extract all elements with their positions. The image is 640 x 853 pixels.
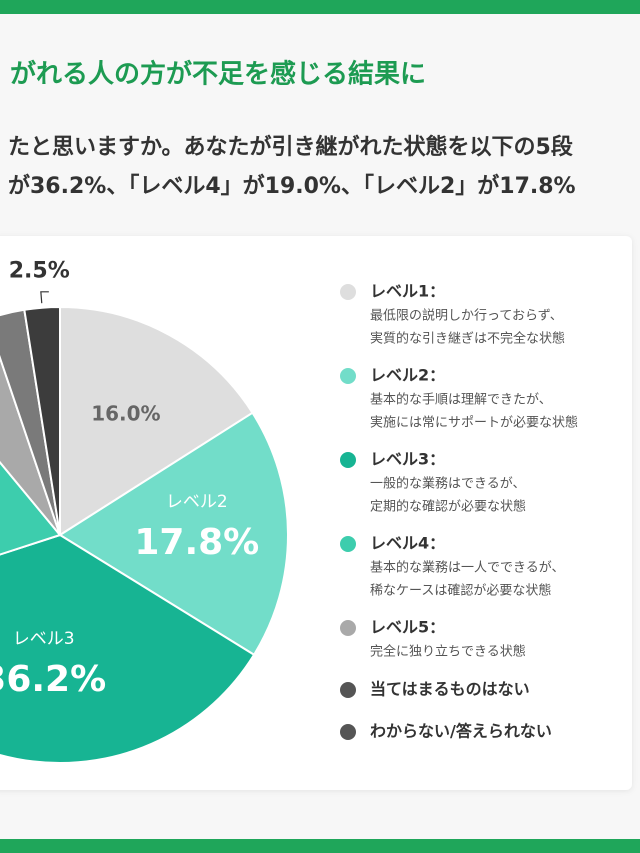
value-label: 16.0% — [91, 402, 160, 426]
legend-description: 一般的な業務はできるが、 — [370, 476, 525, 492]
subtitle: たと思いますか。あなたが引き継がれた状態を以下の5段 — [8, 134, 573, 160]
pie-slice — [58, 411, 289, 657]
legend-description: 基本的な手順は理解できたが、 — [370, 392, 552, 408]
value-label: 36.2% — [0, 659, 106, 700]
legend-description: 基本的な業務は一人でできるが、 — [370, 560, 564, 576]
legend: レベル1： 最低限の説明しか行っておらず、実質的な引き継ぎは不完全な状態レベル2：… — [340, 282, 578, 741]
legend-swatch — [340, 724, 356, 740]
pie-slice — [23, 305, 61, 536]
legend-label: レベル2： — [370, 366, 445, 385]
legend-description: 定期的な確認が必要な状態 — [370, 499, 526, 515]
value-label: 2.5% — [9, 258, 70, 283]
leader-line — [40, 291, 49, 304]
pie: 16.0% レベル2 17.8% レベル3 36.2% 2.5% — [0, 258, 289, 764]
legend-description: 実質的な引き継ぎは不完全な状態 — [370, 331, 565, 347]
pie-slice — [0, 460, 62, 556]
bottom-bar — [0, 839, 640, 853]
legend-label: レベル3： — [370, 450, 445, 469]
legend-description: 稀なケースは確認が必要な状態 — [370, 583, 551, 599]
legend-swatch — [340, 284, 356, 300]
legend-swatch — [340, 536, 356, 552]
legend-description: 最低限の説明しか行っておらず、 — [370, 308, 563, 324]
legend-label: レベル4： — [370, 534, 445, 553]
legend-swatch — [340, 620, 356, 636]
legend-swatch — [340, 682, 356, 698]
legend-label: 当てはまるものはない — [370, 680, 530, 699]
title: がれる人の方が不足を感じる結果に — [10, 59, 426, 90]
slice-name: レベル3 — [13, 629, 75, 649]
legend-label: わからない/答えられない — [370, 722, 552, 741]
top-bar — [0, 0, 640, 14]
legend-label: レベル1： — [370, 282, 445, 301]
legend-swatch — [340, 368, 356, 384]
slice-name: レベル2 — [166, 492, 228, 512]
legend-swatch — [340, 452, 356, 468]
value-label: 17.8% — [134, 522, 259, 563]
pie-slice — [0, 533, 256, 764]
legend-description: 完全に独り立ちできる状態 — [370, 644, 526, 660]
legend-description: 実施には常にサポートが必要な状態 — [370, 415, 578, 431]
subtitle: が36.2%、「レベル4」が19.0%、「レベル2」が17.8% — [8, 173, 576, 199]
legend-label: レベル5： — [370, 618, 445, 637]
pie-slice — [59, 305, 254, 537]
